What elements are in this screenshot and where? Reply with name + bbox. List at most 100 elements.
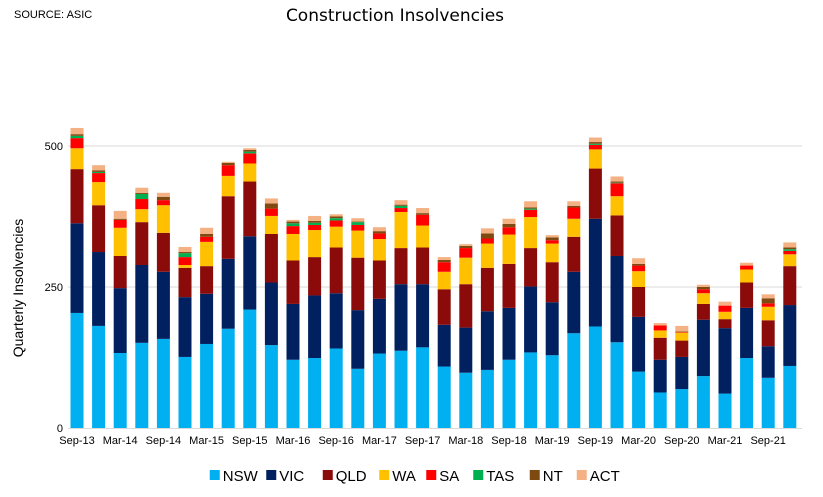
bar-segment-wa [70, 148, 84, 170]
bar-segment-nt [761, 298, 775, 304]
bar-segment-vic [243, 236, 257, 310]
bar-segment-qld [653, 337, 667, 360]
bar-segment-nsw [200, 343, 214, 428]
bar-segment-act [545, 235, 559, 238]
bar-segment-act [459, 244, 473, 246]
bar-segment-sa [286, 226, 300, 234]
bar-segment-wa [264, 215, 278, 234]
bar-segment-act [480, 228, 494, 234]
bar-Dec-18 [524, 201, 538, 428]
bar-segment-nt [113, 218, 127, 220]
bar-Mar-14 [113, 210, 127, 428]
bar-segment-sa [783, 250, 797, 255]
bar-segment-nsw [92, 325, 106, 428]
bar-segment-sa [135, 199, 149, 210]
bar-segment-nsw [308, 358, 322, 428]
bar-segment-nt [221, 162, 235, 166]
legend-item-nt: NT [529, 468, 563, 485]
bar-segment-nt [524, 207, 538, 209]
bar-segment-nsw [783, 365, 797, 428]
bar-segment-act [761, 294, 775, 299]
bar-Dec-19 [610, 176, 624, 428]
bar-segment-vic [675, 356, 689, 390]
bar-segment-nt [588, 142, 602, 144]
bar-segment-nsw [545, 355, 559, 428]
bar-segment-qld [416, 247, 430, 285]
bar-segment-sa [70, 138, 84, 149]
bar-Dec-16 [351, 218, 365, 428]
bar-segment-nt [372, 231, 386, 234]
bar-Sep-18 [502, 218, 516, 428]
bars [70, 127, 797, 428]
bar-segment-nsw [135, 342, 149, 428]
bar-segment-nt [308, 221, 322, 223]
bar-segment-vic [740, 307, 754, 359]
x-tick-label: Sep-14 [146, 435, 181, 447]
bar-segment-nsw [394, 350, 408, 428]
bar-segment-vic [545, 302, 559, 356]
bar-segment-wa [200, 241, 214, 267]
bar-segment-wa [135, 209, 149, 223]
bar-segment-qld [632, 287, 646, 317]
bar-segment-sa [761, 303, 775, 307]
bar-Mar-17 [372, 227, 386, 428]
bar-segment-vic [200, 293, 214, 344]
bar-Sep-20 [675, 325, 689, 428]
bar-segment-nsw [502, 359, 516, 428]
bar-segment-wa [372, 239, 386, 261]
bar-segment-nt [70, 134, 84, 136]
bar-segment-qld [308, 257, 322, 296]
bar-segment-wa [308, 230, 322, 258]
legend-swatch [426, 470, 437, 480]
bar-segment-nsw [243, 309, 257, 428]
bar-segment-nt [567, 205, 581, 208]
legend-label: VIC [279, 468, 304, 485]
y-tick-label: 250 [45, 282, 63, 294]
x-tick-label: Mar-18 [448, 435, 483, 447]
bar-segment-sa [480, 238, 494, 244]
legend-item-qld: QLD [322, 468, 367, 485]
bar-segment-wa [243, 163, 257, 182]
bar-segment-vic [653, 359, 667, 393]
bar-Dec-17 [437, 257, 451, 428]
bar-segment-sa [113, 219, 127, 228]
bar-segment-vic [156, 271, 170, 339]
x-tick-label: Sep-20 [664, 435, 699, 447]
bar-segment-qld [696, 303, 710, 320]
bar-segment-nsw [761, 377, 775, 428]
bar-segment-nsw [610, 342, 624, 428]
bar-segment-qld [135, 222, 149, 266]
bar-Sep-21 [761, 294, 775, 428]
bar-segment-wa [329, 226, 343, 248]
bar-Jun-19 [567, 201, 581, 428]
bar-Jun-14 [135, 187, 149, 428]
bar-segment-vic [416, 284, 430, 348]
bar-segment-vic [286, 303, 300, 360]
bar-segment-vic [459, 327, 473, 373]
legend-label: ACT [590, 468, 620, 485]
bar-segment-act [221, 161, 235, 163]
bar-segment-wa [567, 218, 581, 237]
bar-segment-nt [135, 192, 149, 194]
bar-segment-act [437, 257, 451, 260]
bar-segment-nt [632, 263, 646, 266]
bar-segment-act [351, 218, 365, 222]
bar-segment-tas [329, 218, 343, 221]
bar-segment-vic [696, 319, 710, 377]
bar-segment-qld [567, 236, 581, 272]
bar-segment-qld [329, 247, 343, 294]
bar-segment-wa [286, 233, 300, 261]
bar-segment-wa [437, 271, 451, 290]
bar-segment-nsw [70, 312, 84, 428]
bar-segment-sa [588, 144, 602, 150]
bar-Sep-17 [416, 208, 430, 428]
bar-segment-wa [740, 269, 754, 283]
bar-segment-nt [696, 287, 710, 290]
bar-segment-nt [351, 221, 365, 223]
bar-segment-vic [437, 324, 451, 367]
bar-segment-vic [264, 282, 278, 346]
bar-Sep-19 [588, 137, 602, 428]
bar-segment-qld [286, 260, 300, 304]
bar-segment-wa [113, 227, 127, 256]
